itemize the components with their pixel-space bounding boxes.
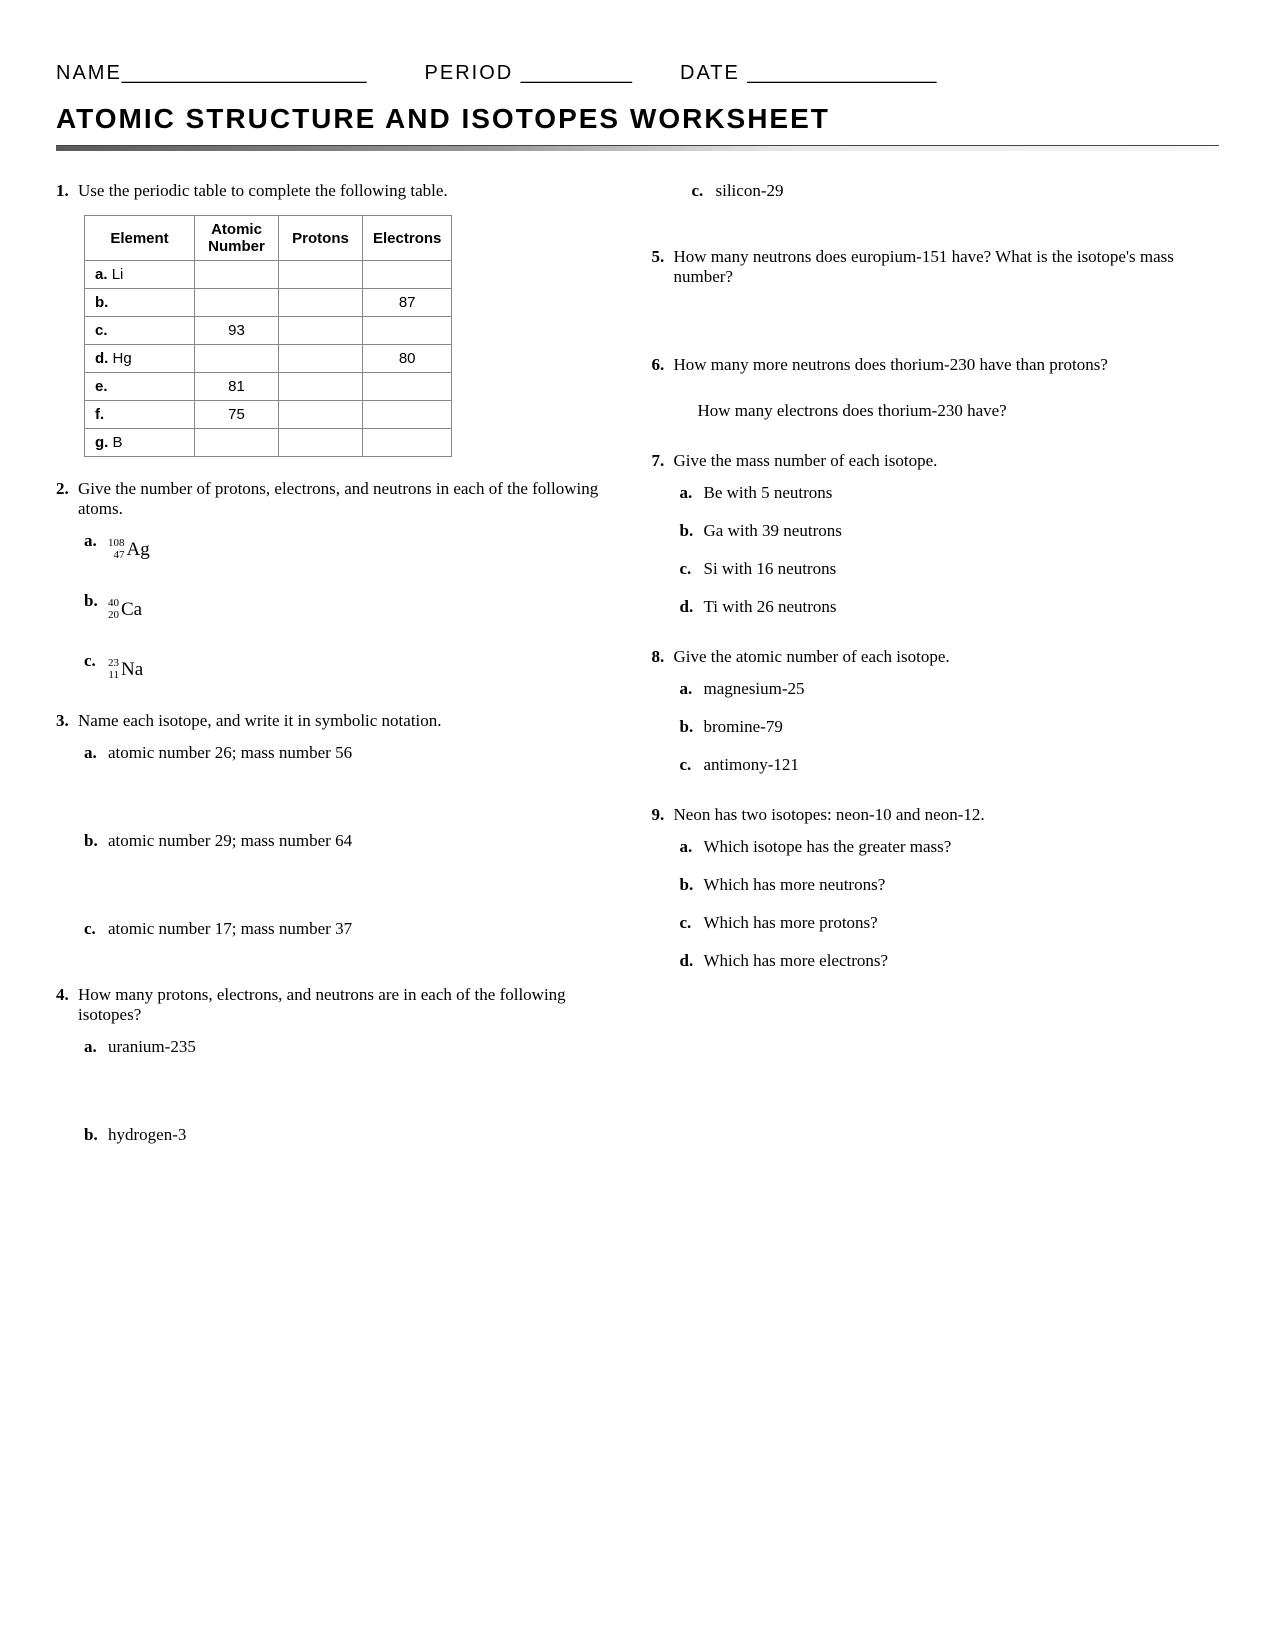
q3-item-c: c.atomic number 17; mass number 37 — [84, 919, 624, 939]
date-blank[interactable]: _________________ — [747, 62, 936, 85]
date-label: DATE — [680, 62, 740, 85]
isotope-notation: 10847 Ag — [108, 538, 150, 561]
q9-item-a: a.Which isotope has the greater mass? — [680, 837, 1220, 857]
q7-item-d: d.Ti with 26 neutrons — [680, 597, 1220, 617]
q8-item-c: c.antimony-121 — [680, 755, 1220, 775]
question-1: 1. Use the periodic table to complete th… — [56, 181, 624, 201]
table-row: d. Hg80 — [85, 345, 452, 373]
left-column: 1. Use the periodic table to complete th… — [56, 181, 624, 1145]
q3-item-b: b.atomic number 29; mass number 64 — [84, 831, 624, 851]
question-8: 8. Give the atomic number of each isotop… — [652, 647, 1220, 667]
q9-item-d: d.Which has more electrons? — [680, 951, 1220, 971]
q1-th-atomic: Atomic Number — [195, 216, 279, 261]
worksheet-title: ATOMIC STRUCTURE AND ISOTOPES WORKSHEET — [56, 103, 1219, 135]
q7-text: Give the mass number of each isotope. — [674, 451, 1220, 471]
header-fields: NAME ______________________ PERIOD _____… — [56, 62, 1219, 85]
q3-number: 3. — [56, 711, 78, 731]
q2-text: Give the number of protons, electrons, a… — [78, 479, 624, 519]
q8-number: 8. — [652, 647, 674, 667]
q3-item-a: a.atomic number 26; mass number 56 — [84, 743, 624, 763]
name-field[interactable]: NAME ______________________ — [56, 62, 367, 85]
table-row: c. 93 — [85, 317, 452, 345]
q6-followup: How many electrons does thorium-230 have… — [698, 401, 1220, 421]
table-row: e. 81 — [85, 373, 452, 401]
question-9: 9. Neon has two isotopes: neon-10 and ne… — [652, 805, 1220, 825]
q1-th-electrons: Electrons — [363, 216, 452, 261]
q1-number: 1. — [56, 181, 78, 201]
q4-number: 4. — [56, 985, 78, 1025]
q4-item-b: b.hydrogen-3 — [84, 1125, 624, 1145]
q4-text: How many protons, electrons, and neutron… — [78, 985, 624, 1025]
q4-item-c: c.silicon-29 — [692, 181, 1220, 201]
q8-item-a: a.magnesium-25 — [680, 679, 1220, 699]
q2-item-a: a. 10847 Ag — [84, 531, 624, 561]
q2-number: 2. — [56, 479, 78, 519]
q1-tbody: a. Li b. 87 c. 93 d. Hg80 e. 81 f. 75 g.… — [85, 261, 452, 457]
date-field[interactable]: DATE _________________ — [680, 62, 937, 85]
table-row: f. 75 — [85, 401, 452, 429]
question-3: 3. Name each isotope, and write it in sy… — [56, 711, 624, 731]
period-label: PERIOD — [425, 62, 514, 85]
question-6: 6. How many more neutrons does thorium-2… — [652, 355, 1220, 375]
q7-item-c: c.Si with 16 neutrons — [680, 559, 1220, 579]
name-label: NAME — [56, 62, 122, 85]
q8-text: Give the atomic number of each isotope. — [674, 647, 1220, 667]
q6-number: 6. — [652, 355, 674, 375]
q7-item-b: b.Ga with 39 neutrons — [680, 521, 1220, 541]
q2-item-c: c. 2311 Na — [84, 651, 624, 681]
right-column: c.silicon-29 5. How many neutrons does e… — [652, 181, 1220, 1145]
q1-th-element: Element — [85, 216, 195, 261]
question-5: 5. How many neutrons does europium-151 h… — [652, 247, 1220, 287]
isotope-notation: 2311 Na — [108, 658, 143, 681]
q3-text: Name each isotope, and write it in symbo… — [78, 711, 624, 731]
table-row: a. Li — [85, 261, 452, 289]
q4-item-a: a.uranium-235 — [84, 1037, 624, 1057]
isotope-notation: 4020 Ca — [108, 598, 142, 621]
name-blank[interactable]: ______________________ — [122, 62, 367, 85]
q2-item-b: b. 4020 Ca — [84, 591, 624, 621]
q1-th-protons: Protons — [279, 216, 363, 261]
title-divider — [56, 145, 1219, 151]
q5-text: How many neutrons does europium-151 have… — [674, 247, 1220, 287]
table-row: g. B — [85, 429, 452, 457]
question-7: 7. Give the mass number of each isotope. — [652, 451, 1220, 471]
question-4: 4. How many protons, electrons, and neut… — [56, 985, 624, 1025]
q9-text: Neon has two isotopes: neon-10 and neon-… — [674, 805, 1220, 825]
question-2: 2. Give the number of protons, electrons… — [56, 479, 624, 519]
period-field[interactable]: PERIOD __________ — [425, 62, 632, 85]
q9-item-b: b.Which has more neutrons? — [680, 875, 1220, 895]
q7-number: 7. — [652, 451, 674, 471]
q9-number: 9. — [652, 805, 674, 825]
q8-item-b: b.bromine-79 — [680, 717, 1220, 737]
table-row: b. 87 — [85, 289, 452, 317]
q1-text: Use the periodic table to complete the f… — [78, 181, 624, 201]
q9-item-c: c.Which has more protons? — [680, 913, 1220, 933]
q5-number: 5. — [652, 247, 674, 287]
q7-item-a: a.Be with 5 neutrons — [680, 483, 1220, 503]
q6-text: How many more neutrons does thorium-230 … — [674, 355, 1220, 375]
q1-table: Element Atomic Number Protons Electrons … — [84, 215, 452, 457]
period-blank[interactable]: __________ — [521, 62, 632, 85]
